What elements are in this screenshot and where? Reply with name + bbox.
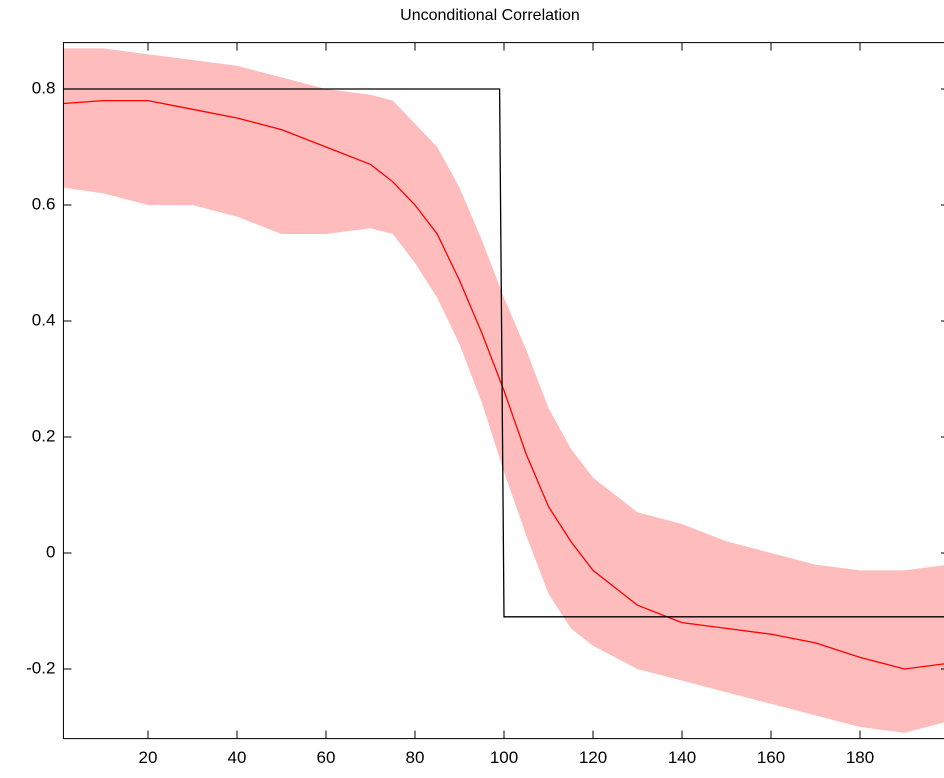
y-tick-label: -0.2	[26, 658, 55, 677]
axes-box	[62, 42, 944, 740]
x-tick-label: 20	[139, 748, 158, 767]
x-tick-label: 60	[317, 748, 336, 767]
x-tick-label: 100	[490, 748, 518, 767]
x-tick-label: 160	[757, 748, 785, 767]
series-line	[63, 99, 944, 670]
x-tick-label: 180	[846, 748, 874, 767]
y-tick-label: 0	[46, 542, 55, 561]
x-tick-label: 120	[579, 748, 607, 767]
x-tick-label: 80	[406, 748, 425, 767]
x-tick-label: 140	[668, 748, 696, 767]
chart-title: Unconditional Correlation	[400, 7, 580, 24]
series-line	[63, 88, 944, 618]
plot-area	[63, 48, 944, 733]
x-tick-label: 40	[228, 748, 247, 767]
y-tick-label: 0.2	[32, 426, 56, 445]
y-tick-label: 0.8	[32, 78, 56, 97]
y-tick-label: 0.4	[32, 310, 56, 329]
y-tick-label: 0.6	[32, 194, 56, 213]
